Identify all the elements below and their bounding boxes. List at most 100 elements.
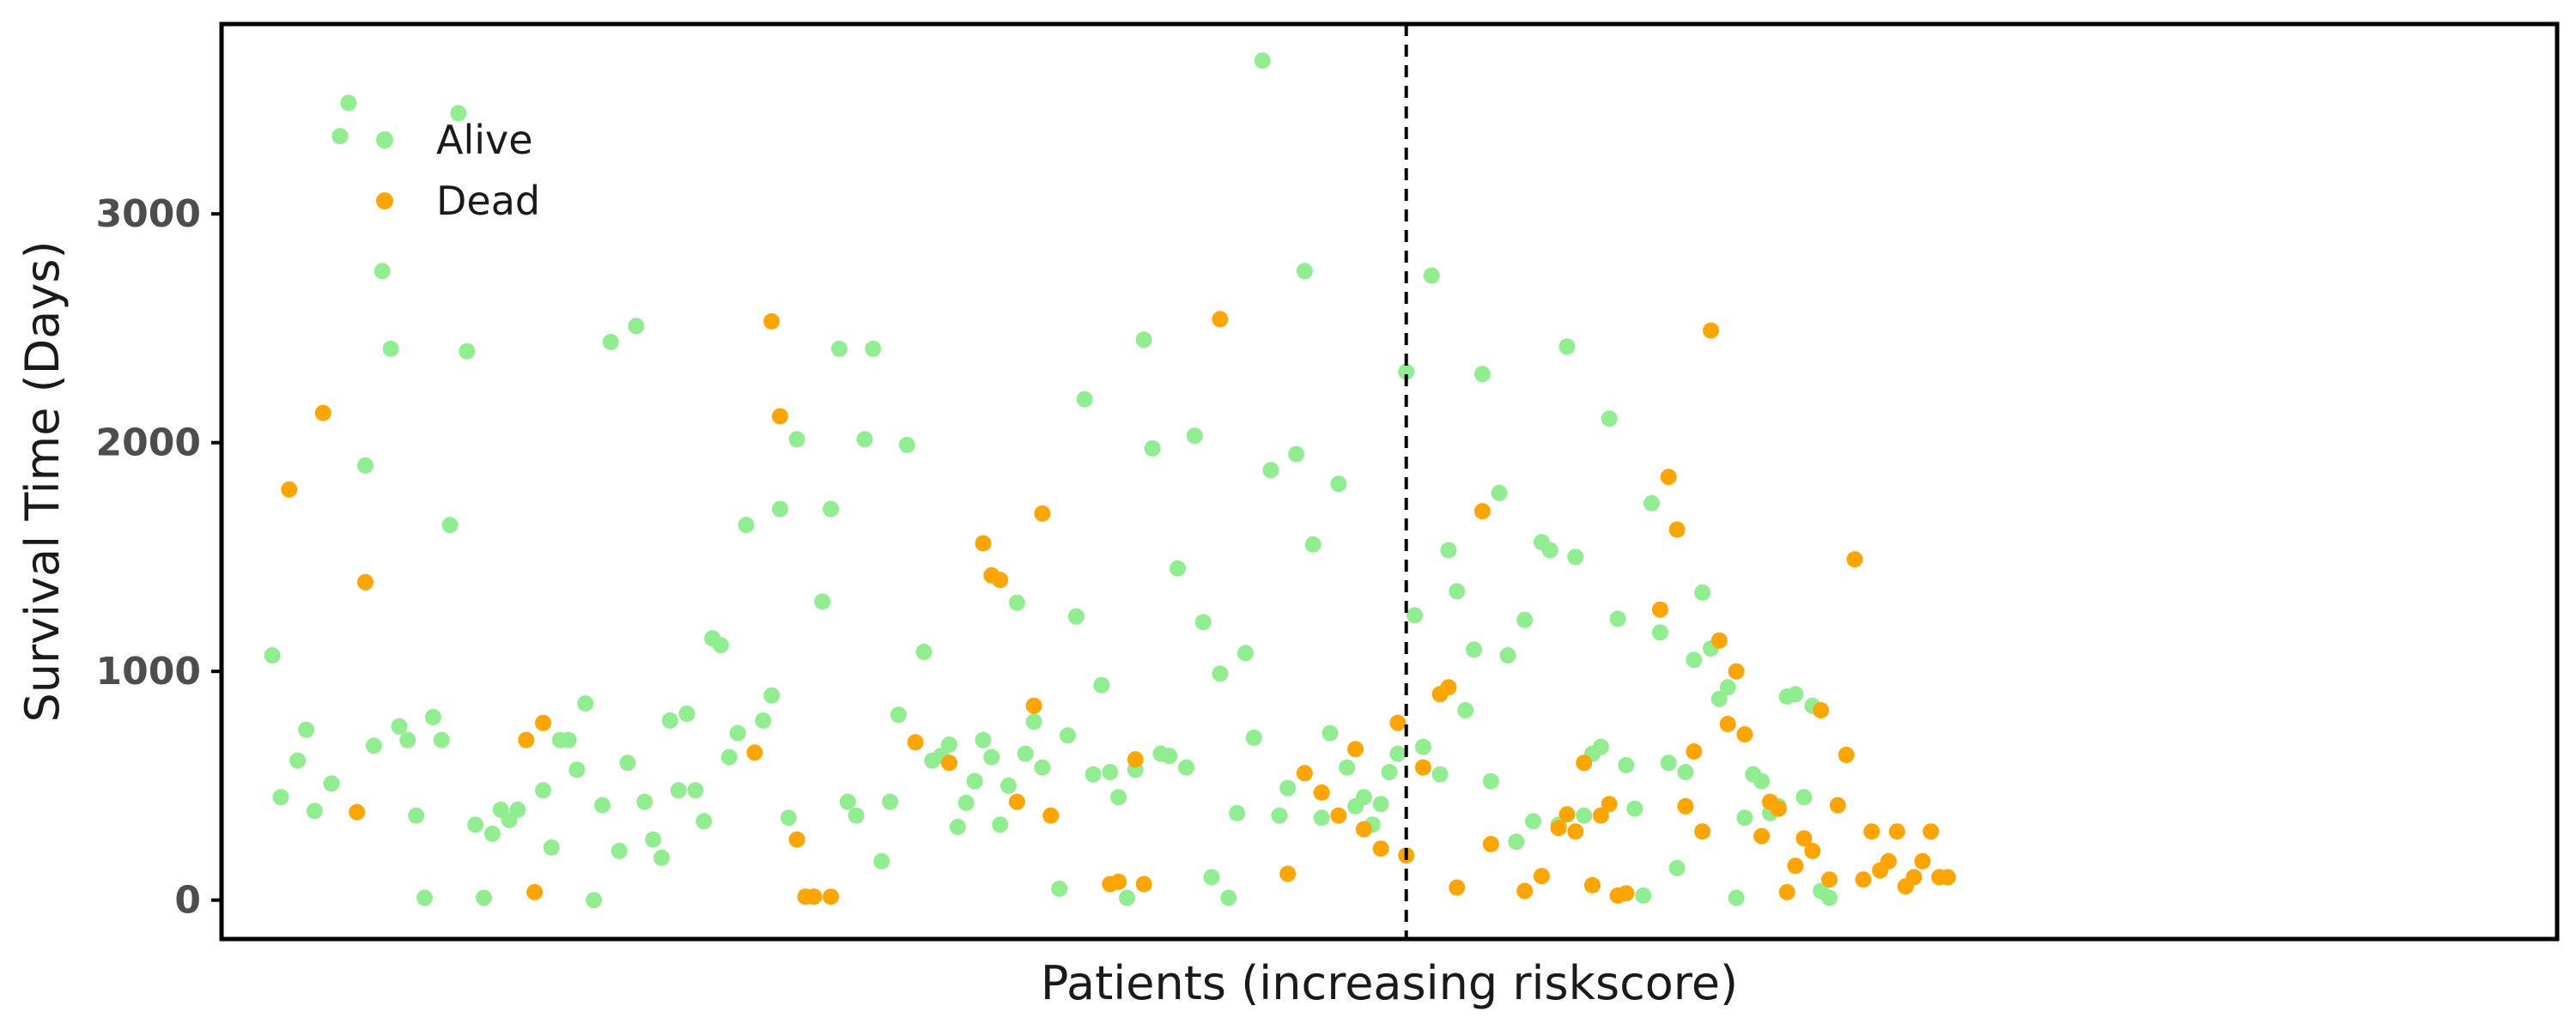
point-alive-153 [1643, 494, 1660, 512]
plot-area [219, 21, 2560, 942]
point-dead-83 [1905, 869, 1923, 886]
point-alive-151 [1626, 800, 1643, 817]
point-alive-31 [568, 761, 586, 779]
point-dead-65 [1753, 827, 1771, 845]
point-alive-8 [357, 457, 374, 474]
point-alive-11 [382, 340, 399, 357]
point-dead-71 [1804, 842, 1821, 859]
point-alive-79 [1008, 594, 1025, 611]
point-dead-1 [314, 404, 331, 421]
point-dead-58 [1686, 743, 1703, 760]
point-alive-16 [424, 709, 441, 725]
point-alive-50 [729, 724, 746, 742]
point-alive-58 [823, 500, 840, 518]
point-alive-63 [865, 340, 882, 357]
point-alive-76 [983, 748, 1000, 766]
point-dead-22 [1042, 807, 1060, 824]
point-alive-36 [611, 842, 628, 859]
point-alive-87 [1084, 766, 1102, 783]
point-alive-100 [1194, 614, 1212, 631]
point-alive-28 [543, 839, 560, 856]
point-dead-47 [1567, 823, 1584, 840]
point-alive-2 [289, 752, 307, 769]
point-alive-78 [1000, 777, 1017, 794]
point-alive-158 [1686, 651, 1703, 669]
point-dead-49 [1584, 876, 1601, 894]
point-alive-125 [1406, 607, 1424, 624]
point-alive-102 [1212, 665, 1229, 682]
point-alive-34 [594, 797, 611, 814]
point-alive-137 [1508, 833, 1525, 851]
point-alive-122 [1381, 764, 1398, 780]
point-dead-56 [1668, 521, 1686, 538]
point-alive-91 [1119, 889, 1135, 906]
point-alive-46 [696, 813, 713, 830]
point-alive-84 [1060, 727, 1076, 744]
point-dead-28 [1279, 865, 1297, 882]
point-dead-27 [1212, 311, 1229, 328]
point-alive-107 [1254, 52, 1271, 70]
point-dead-41 [1473, 503, 1491, 520]
point-dead-26 [1135, 876, 1152, 893]
point-dead-30 [1313, 784, 1330, 801]
point-alive-171 [1795, 789, 1813, 806]
point-alive-19 [450, 105, 467, 122]
point-dead-6 [535, 714, 551, 731]
point-dead-24 [1110, 873, 1127, 890]
point-alive-97 [1170, 560, 1187, 577]
point-alive-56 [788, 431, 805, 448]
point-alive-4 [306, 803, 323, 820]
y-tick-label: 3000 [96, 192, 201, 236]
point-dead-60 [1703, 322, 1719, 339]
point-alive-71 [941, 736, 957, 753]
point-dead-48 [1576, 754, 1593, 772]
point-alive-18 [441, 517, 459, 534]
point-alive-130 [1449, 583, 1466, 600]
point-dead-39 [1440, 679, 1457, 696]
legend: Alive Dead [376, 117, 540, 224]
point-dead-13 [823, 888, 840, 906]
point-alive-81 [1025, 713, 1042, 730]
point-dead-42 [1482, 835, 1499, 852]
point-dead-33 [1355, 821, 1372, 838]
point-alive-39 [636, 793, 653, 810]
point-alive-64 [873, 852, 890, 869]
point-alive-156 [1668, 859, 1686, 876]
point-alive-52 [755, 712, 772, 729]
point-alive-101 [1203, 869, 1220, 886]
point-dead-35 [1389, 714, 1406, 731]
point-alive-104 [1229, 804, 1246, 821]
point-alive-44 [678, 706, 696, 722]
point-alive-45 [687, 782, 704, 799]
point-dead-0 [281, 481, 298, 498]
point-alive-57 [814, 593, 831, 610]
point-alive-143 [1558, 338, 1576, 355]
point-dead-67 [1770, 800, 1787, 817]
point-alive-66 [890, 706, 907, 724]
point-alive-73 [957, 794, 975, 811]
point-alive-141 [1541, 542, 1558, 559]
point-dead-5 [526, 883, 544, 900]
point-alive-99 [1186, 427, 1203, 445]
point-alive-51 [738, 517, 755, 534]
point-alive-59 [830, 340, 848, 357]
point-dead-20 [1025, 697, 1042, 714]
y-tick-label: 0 [174, 879, 201, 923]
point-alive-170 [1787, 686, 1804, 703]
point-alive-7 [340, 94, 357, 112]
point-alive-139 [1525, 813, 1541, 830]
point-alive-49 [720, 748, 738, 766]
point-alive-61 [848, 807, 865, 824]
point-dead-29 [1296, 765, 1313, 782]
point-alive-134 [1482, 772, 1499, 790]
point-alive-6 [331, 128, 349, 145]
point-alive-10 [374, 263, 391, 280]
point-alive-166 [1753, 772, 1771, 790]
point-alive-23 [483, 825, 501, 842]
point-alive-157 [1677, 764, 1694, 780]
point-alive-30 [560, 731, 577, 748]
point-alive-119 [1355, 789, 1372, 806]
point-alive-121 [1372, 796, 1389, 813]
point-dead-40 [1449, 879, 1466, 896]
